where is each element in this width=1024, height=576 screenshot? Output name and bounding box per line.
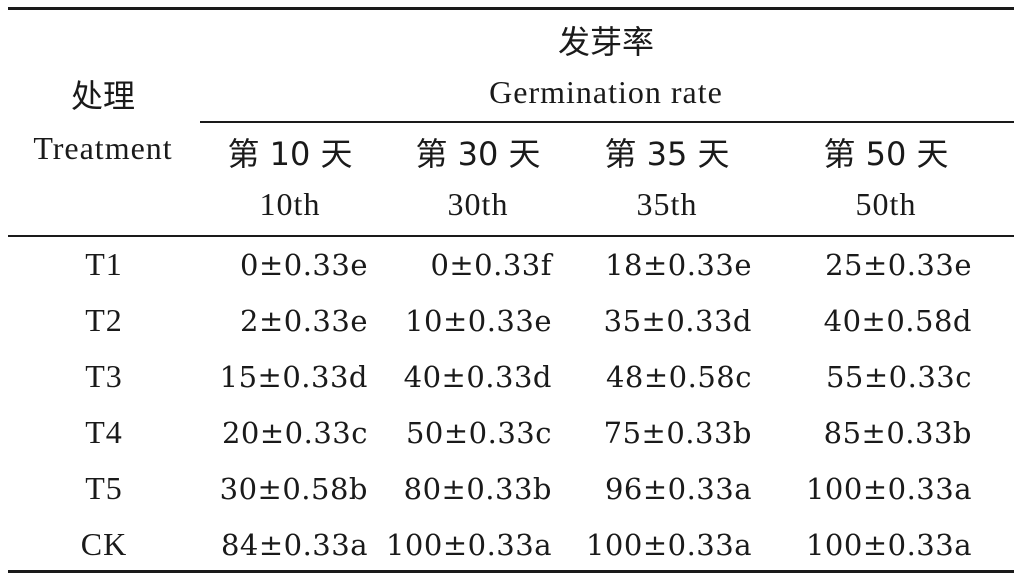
header-mid-rule [200,121,1014,123]
row-treatment: CK [80,526,128,562]
header-bottom-rule [8,235,1014,237]
table-cell: 35±0.33d [603,304,752,338]
table-cell: 50±0.33c [405,416,552,450]
table-cell: 20±0.33c [221,416,368,450]
table-cell: 15±0.33d [219,360,368,394]
table-cell: 100±0.33a [585,528,752,562]
row-treatment: T2 [85,302,123,338]
top-rule [8,7,1014,10]
day-header-zh: 第 30 天 [415,135,541,173]
table-cell: 10±0.33e [405,304,552,338]
day-header-zh: 第 50 天 [823,135,949,173]
row-treatment: T1 [85,246,123,282]
table-cell: 84±0.33a [220,528,368,562]
row-treatment: T4 [85,414,123,450]
table-cell: 30±0.58b [219,472,368,506]
table-cell: 2±0.33e [240,304,368,338]
day-header-zh: 第 35 天 [604,135,730,173]
table-cell: 48±0.58c [605,360,752,394]
day-header-en: 30th [447,186,509,222]
table-cell: 18±0.33e [605,248,752,282]
day-header-en: 35th [636,186,698,222]
table-cell: 100±0.33a [805,528,972,562]
treatment-header-en: Treatment [33,130,173,166]
table-cell: 80±0.33b [403,472,552,506]
table-cell: 85±0.33b [823,416,972,450]
table-cell: 100±0.33a [805,472,972,506]
day-header-en: 50th [855,186,917,222]
rate-header-en: Germination rate [489,74,723,110]
rate-header-zh: 发芽率 [557,23,655,61]
bottom-rule [8,570,1014,573]
table-cell: 55±0.33c [825,360,972,394]
table-cell: 75±0.33b [603,416,752,450]
table-cell: 0±0.33f [430,248,552,282]
table-cell: 25±0.33e [825,248,972,282]
table-cell: 100±0.33a [385,528,552,562]
row-treatment: T5 [85,470,123,506]
row-treatment: T3 [85,358,123,394]
table-cell: 40±0.58d [823,304,972,338]
treatment-header-zh: 处理 [70,77,136,115]
day-header-en: 10th [259,186,321,222]
table-cell: 0±0.33e [240,248,368,282]
table-cell: 96±0.33a [604,472,752,506]
table-cell: 40±0.33d [403,360,552,394]
day-header-zh: 第 10 天 [227,135,353,173]
